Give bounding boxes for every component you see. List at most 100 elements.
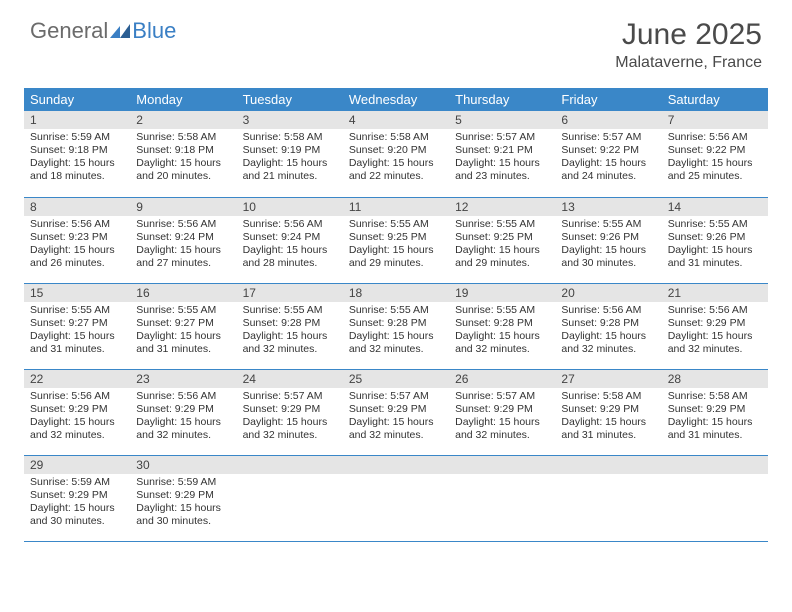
week-row: 1Sunrise: 5:59 AMSunset: 9:18 PMDaylight… (24, 111, 768, 197)
daylight-line: Daylight: 15 hours and 29 minutes. (455, 244, 549, 270)
day-cell (237, 455, 343, 541)
day-number: 7 (662, 111, 768, 129)
sunset-line: Sunset: 9:27 PM (30, 317, 124, 330)
daylight-line: Daylight: 15 hours and 24 minutes. (561, 157, 655, 183)
sunset-line: Sunset: 9:24 PM (243, 231, 337, 244)
day-body: Sunrise: 5:55 AMSunset: 9:27 PMDaylight:… (130, 302, 236, 361)
day-cell: 16Sunrise: 5:55 AMSunset: 9:27 PMDayligh… (130, 283, 236, 369)
sunrise-line: Sunrise: 5:57 AM (455, 131, 549, 144)
sunrise-line: Sunrise: 5:56 AM (668, 131, 762, 144)
day-number: 28 (662, 370, 768, 388)
page-title: June 2025 (615, 18, 762, 52)
day-number: 1 (24, 111, 130, 129)
daylight-line: Daylight: 15 hours and 32 minutes. (561, 330, 655, 356)
empty-day-bar (343, 456, 449, 474)
sunset-line: Sunset: 9:28 PM (243, 317, 337, 330)
day-cell: 26Sunrise: 5:57 AMSunset: 9:29 PMDayligh… (449, 369, 555, 455)
sunset-line: Sunset: 9:28 PM (561, 317, 655, 330)
day-body: Sunrise: 5:57 AMSunset: 9:21 PMDaylight:… (449, 129, 555, 188)
sunrise-line: Sunrise: 5:55 AM (349, 304, 443, 317)
sunset-line: Sunset: 9:29 PM (136, 403, 230, 416)
sunset-line: Sunset: 9:26 PM (668, 231, 762, 244)
day-body: Sunrise: 5:56 AMSunset: 9:29 PMDaylight:… (24, 388, 130, 447)
week-row: 22Sunrise: 5:56 AMSunset: 9:29 PMDayligh… (24, 369, 768, 455)
day-cell: 21Sunrise: 5:56 AMSunset: 9:29 PMDayligh… (662, 283, 768, 369)
day-cell: 2Sunrise: 5:58 AMSunset: 9:18 PMDaylight… (130, 111, 236, 197)
day-cell: 23Sunrise: 5:56 AMSunset: 9:29 PMDayligh… (130, 369, 236, 455)
day-body: Sunrise: 5:57 AMSunset: 9:29 PMDaylight:… (343, 388, 449, 447)
sunrise-line: Sunrise: 5:56 AM (136, 390, 230, 403)
day-body: Sunrise: 5:56 AMSunset: 9:24 PMDaylight:… (237, 216, 343, 275)
sunrise-line: Sunrise: 5:56 AM (30, 218, 124, 231)
day-number: 14 (662, 198, 768, 216)
sunset-line: Sunset: 9:26 PM (561, 231, 655, 244)
sunset-line: Sunset: 9:23 PM (30, 231, 124, 244)
sunset-line: Sunset: 9:29 PM (30, 403, 124, 416)
day-body: Sunrise: 5:57 AMSunset: 9:29 PMDaylight:… (449, 388, 555, 447)
day-cell: 14Sunrise: 5:55 AMSunset: 9:26 PMDayligh… (662, 197, 768, 283)
day-number: 29 (24, 456, 130, 474)
day-body: Sunrise: 5:58 AMSunset: 9:18 PMDaylight:… (130, 129, 236, 188)
day-cell (343, 455, 449, 541)
day-cell: 17Sunrise: 5:55 AMSunset: 9:28 PMDayligh… (237, 283, 343, 369)
daylight-line: Daylight: 15 hours and 29 minutes. (349, 244, 443, 270)
col-saturday: Saturday (662, 88, 768, 111)
day-body: Sunrise: 5:58 AMSunset: 9:19 PMDaylight:… (237, 129, 343, 188)
daylight-line: Daylight: 15 hours and 32 minutes. (349, 416, 443, 442)
day-body: Sunrise: 5:58 AMSunset: 9:20 PMDaylight:… (343, 129, 449, 188)
day-cell (555, 455, 661, 541)
daylight-line: Daylight: 15 hours and 20 minutes. (136, 157, 230, 183)
sunrise-line: Sunrise: 5:55 AM (243, 304, 337, 317)
day-body: Sunrise: 5:57 AMSunset: 9:22 PMDaylight:… (555, 129, 661, 188)
day-cell: 13Sunrise: 5:55 AMSunset: 9:26 PMDayligh… (555, 197, 661, 283)
sunset-line: Sunset: 9:18 PM (136, 144, 230, 157)
day-number: 23 (130, 370, 236, 388)
day-body: Sunrise: 5:59 AMSunset: 9:29 PMDaylight:… (24, 474, 130, 533)
sunrise-line: Sunrise: 5:59 AM (30, 131, 124, 144)
day-cell: 19Sunrise: 5:55 AMSunset: 9:28 PMDayligh… (449, 283, 555, 369)
day-cell: 11Sunrise: 5:55 AMSunset: 9:25 PMDayligh… (343, 197, 449, 283)
day-number: 22 (24, 370, 130, 388)
col-friday: Friday (555, 88, 661, 111)
daylight-line: Daylight: 15 hours and 31 minutes. (668, 416, 762, 442)
day-body: Sunrise: 5:59 AMSunset: 9:18 PMDaylight:… (24, 129, 130, 188)
daylight-line: Daylight: 15 hours and 30 minutes. (30, 502, 124, 528)
col-monday: Monday (130, 88, 236, 111)
sunrise-line: Sunrise: 5:55 AM (455, 304, 549, 317)
header: General Blue June 2025 Malataverne, Fran… (0, 0, 792, 80)
day-cell: 1Sunrise: 5:59 AMSunset: 9:18 PMDaylight… (24, 111, 130, 197)
day-body: Sunrise: 5:59 AMSunset: 9:29 PMDaylight:… (130, 474, 236, 533)
day-body: Sunrise: 5:58 AMSunset: 9:29 PMDaylight:… (555, 388, 661, 447)
day-number: 15 (24, 284, 130, 302)
day-number: 8 (24, 198, 130, 216)
day-number: 4 (343, 111, 449, 129)
sunset-line: Sunset: 9:19 PM (243, 144, 337, 157)
sunset-line: Sunset: 9:22 PM (561, 144, 655, 157)
day-number: 13 (555, 198, 661, 216)
title-block: June 2025 Malataverne, France (615, 18, 762, 72)
sunset-line: Sunset: 9:22 PM (668, 144, 762, 157)
day-number: 26 (449, 370, 555, 388)
weekday-header-row: Sunday Monday Tuesday Wednesday Thursday… (24, 88, 768, 111)
daylight-line: Daylight: 15 hours and 32 minutes. (30, 416, 124, 442)
day-cell: 9Sunrise: 5:56 AMSunset: 9:24 PMDaylight… (130, 197, 236, 283)
day-number: 10 (237, 198, 343, 216)
daylight-line: Daylight: 15 hours and 32 minutes. (455, 330, 549, 356)
day-number: 12 (449, 198, 555, 216)
daylight-line: Daylight: 15 hours and 28 minutes. (243, 244, 337, 270)
col-tuesday: Tuesday (237, 88, 343, 111)
sunset-line: Sunset: 9:29 PM (668, 317, 762, 330)
daylight-line: Daylight: 15 hours and 18 minutes. (30, 157, 124, 183)
sunrise-line: Sunrise: 5:57 AM (349, 390, 443, 403)
day-number: 24 (237, 370, 343, 388)
day-body: Sunrise: 5:55 AMSunset: 9:28 PMDaylight:… (449, 302, 555, 361)
empty-day-bar (662, 456, 768, 474)
daylight-line: Daylight: 15 hours and 31 minutes. (561, 416, 655, 442)
day-cell: 28Sunrise: 5:58 AMSunset: 9:29 PMDayligh… (662, 369, 768, 455)
day-number: 16 (130, 284, 236, 302)
day-cell: 27Sunrise: 5:58 AMSunset: 9:29 PMDayligh… (555, 369, 661, 455)
sunrise-line: Sunrise: 5:56 AM (136, 218, 230, 231)
day-cell: 25Sunrise: 5:57 AMSunset: 9:29 PMDayligh… (343, 369, 449, 455)
sunrise-line: Sunrise: 5:55 AM (561, 218, 655, 231)
col-sunday: Sunday (24, 88, 130, 111)
